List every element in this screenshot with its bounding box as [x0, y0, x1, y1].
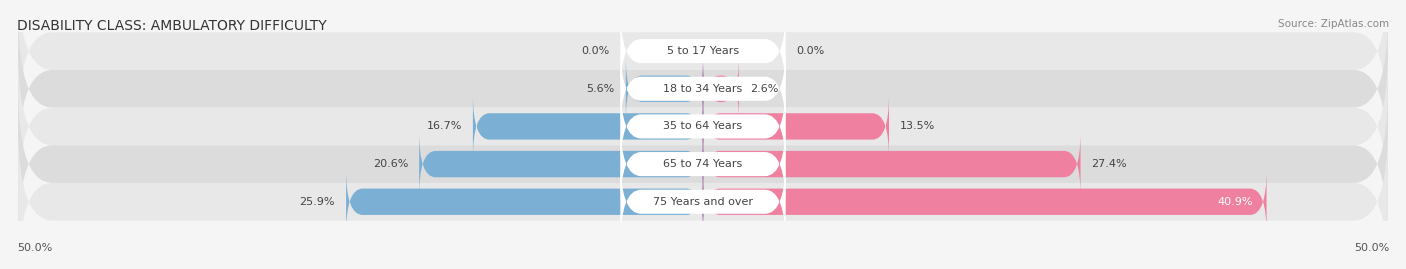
FancyBboxPatch shape	[703, 132, 1081, 196]
FancyBboxPatch shape	[620, 44, 786, 133]
FancyBboxPatch shape	[18, 0, 1388, 126]
Text: 27.4%: 27.4%	[1091, 159, 1128, 169]
Text: 35 to 64 Years: 35 to 64 Years	[664, 121, 742, 132]
Legend: Male, Female: Male, Female	[641, 267, 765, 269]
FancyBboxPatch shape	[620, 157, 786, 246]
FancyBboxPatch shape	[620, 120, 786, 208]
FancyBboxPatch shape	[703, 57, 738, 121]
Text: 5 to 17 Years: 5 to 17 Years	[666, 46, 740, 56]
Text: 0.0%: 0.0%	[581, 46, 609, 56]
FancyBboxPatch shape	[346, 170, 703, 234]
FancyBboxPatch shape	[18, 89, 1388, 239]
FancyBboxPatch shape	[18, 13, 1388, 164]
FancyBboxPatch shape	[419, 132, 703, 196]
Text: Source: ZipAtlas.com: Source: ZipAtlas.com	[1278, 19, 1389, 29]
FancyBboxPatch shape	[703, 170, 1267, 234]
FancyBboxPatch shape	[18, 126, 1388, 269]
FancyBboxPatch shape	[703, 94, 889, 158]
Text: 25.9%: 25.9%	[299, 197, 335, 207]
Text: 5.6%: 5.6%	[586, 84, 614, 94]
Text: 2.6%: 2.6%	[749, 84, 779, 94]
FancyBboxPatch shape	[620, 7, 786, 95]
Text: 18 to 34 Years: 18 to 34 Years	[664, 84, 742, 94]
FancyBboxPatch shape	[626, 57, 703, 121]
Text: 40.9%: 40.9%	[1218, 197, 1253, 207]
FancyBboxPatch shape	[472, 94, 703, 158]
FancyBboxPatch shape	[620, 82, 786, 171]
Text: 16.7%: 16.7%	[426, 121, 461, 132]
Text: DISABILITY CLASS: AMBULATORY DIFFICULTY: DISABILITY CLASS: AMBULATORY DIFFICULTY	[17, 19, 326, 33]
Text: 65 to 74 Years: 65 to 74 Years	[664, 159, 742, 169]
Text: 20.6%: 20.6%	[373, 159, 408, 169]
Text: 13.5%: 13.5%	[900, 121, 935, 132]
Text: 0.0%: 0.0%	[797, 46, 825, 56]
Text: 50.0%: 50.0%	[1354, 243, 1389, 253]
Text: 50.0%: 50.0%	[17, 243, 52, 253]
FancyBboxPatch shape	[18, 51, 1388, 202]
Text: 75 Years and over: 75 Years and over	[652, 197, 754, 207]
